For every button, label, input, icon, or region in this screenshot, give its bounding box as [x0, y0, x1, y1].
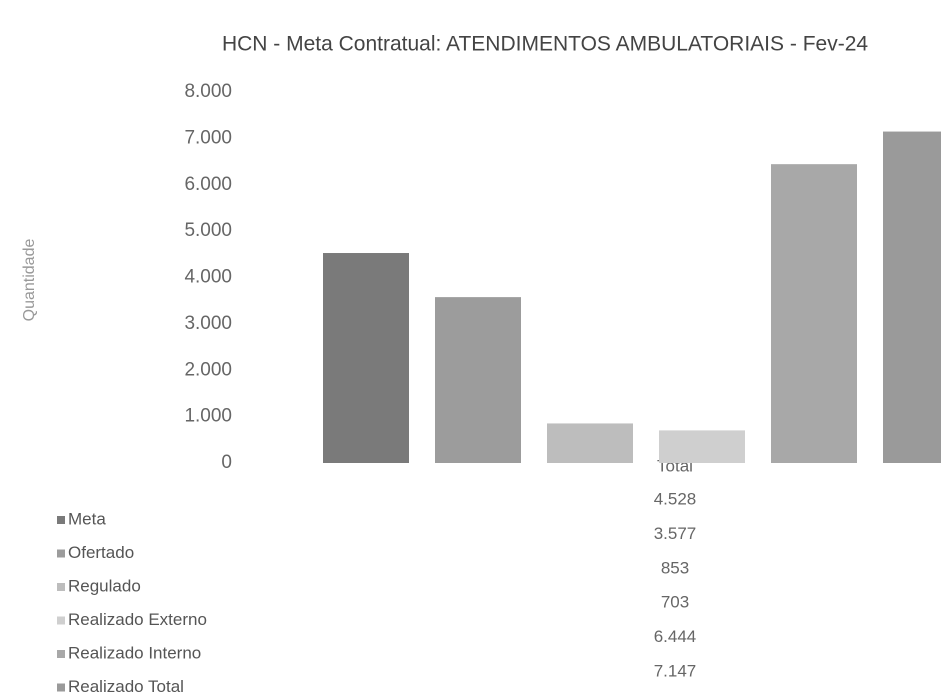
bar — [547, 423, 633, 463]
legend-swatch — [57, 616, 65, 625]
bar — [435, 297, 521, 463]
data-table-value: 6.444 — [654, 627, 697, 646]
y-tick-label: 8.000 — [184, 81, 232, 102]
y-tick-label: 1.000 — [184, 406, 232, 427]
legend-swatch — [57, 583, 65, 591]
legend-swatch — [57, 549, 65, 558]
y-tick-label: 5.000 — [184, 220, 232, 241]
bar — [659, 430, 745, 463]
legend-swatch — [57, 516, 65, 524]
legend-label: Meta — [68, 509, 106, 528]
legend-label: Realizado Interno — [68, 643, 201, 662]
data-table-value: 4.528 — [654, 489, 697, 508]
data-table-value: 853 — [661, 558, 689, 577]
bar — [771, 164, 857, 464]
legend-swatch — [57, 683, 65, 692]
legend-label: Realizado Externo — [68, 610, 207, 629]
bar — [323, 253, 409, 463]
bar — [883, 131, 941, 464]
y-axis-label: Quantidade — [21, 239, 38, 322]
y-tick-label: 4.000 — [184, 267, 232, 288]
data-table-value: 7.147 — [654, 661, 697, 680]
legend-swatch — [57, 650, 65, 658]
data-table-value: 3.577 — [654, 524, 697, 543]
legend-label: Ofertado — [68, 543, 134, 562]
y-tick-label: 2.000 — [184, 359, 232, 380]
data-table-value: 703 — [661, 593, 689, 612]
y-tick-label: 3.000 — [184, 313, 232, 334]
legend-label: Regulado — [68, 576, 141, 595]
legend-label: Realizado Total — [68, 677, 184, 696]
y-tick-label: 7.000 — [184, 127, 232, 148]
chart-title: HCN - Meta Contratual: ATENDIMENTOS AMBU… — [222, 33, 868, 56]
y-tick-label: 0 — [221, 452, 232, 473]
y-tick-label: 6.000 — [184, 174, 232, 195]
